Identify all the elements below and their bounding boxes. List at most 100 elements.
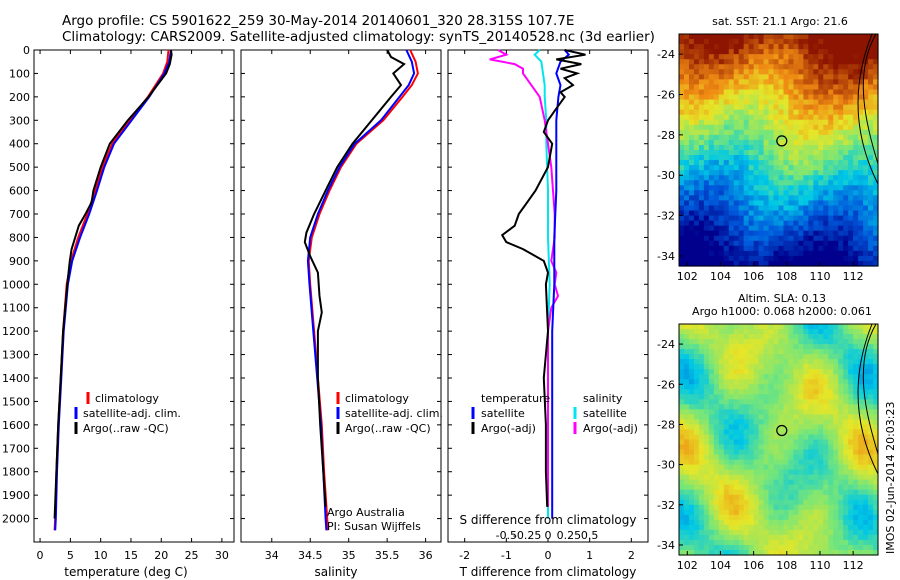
map-cell — [868, 180, 874, 186]
map-cell — [783, 225, 790, 232]
contour-line — [857, 33, 879, 185]
map-cell — [823, 444, 829, 451]
x-tick-label-salinity-diff: -0.5 — [496, 529, 517, 542]
map-cell — [833, 474, 839, 481]
map-cell — [688, 170, 695, 176]
map-cell — [768, 484, 775, 491]
map-cell — [828, 69, 834, 75]
map-cell — [698, 94, 705, 101]
map-cell — [833, 220, 839, 227]
map-cell — [728, 89, 735, 96]
map-cell — [803, 109, 809, 116]
map-cell — [778, 114, 785, 121]
map-cell — [783, 69, 790, 75]
map-cell — [703, 414, 710, 421]
map-cell — [818, 119, 824, 126]
map-cell — [808, 404, 814, 410]
map-cell — [808, 389, 814, 395]
map-cell — [753, 499, 760, 506]
map-cell — [833, 494, 839, 501]
map-cell — [788, 139, 795, 146]
map-cell — [768, 329, 775, 335]
x-tick-label: -2 — [459, 549, 470, 562]
map-cell — [823, 399, 829, 405]
map-cell — [793, 529, 799, 536]
map-cell — [778, 324, 785, 330]
map-cell — [693, 544, 700, 551]
map-cell — [763, 549, 770, 556]
map-cell — [838, 409, 844, 415]
map-cell — [768, 384, 775, 390]
map-cell — [873, 225, 879, 232]
map-cell — [833, 150, 839, 156]
map-cell — [858, 369, 864, 375]
map-cell — [863, 64, 869, 70]
map-cell — [679, 389, 685, 395]
map-cell — [783, 334, 790, 340]
map-cell — [793, 384, 799, 390]
map-cell — [818, 69, 824, 75]
map-cell — [838, 414, 844, 421]
map-cell — [723, 539, 730, 546]
map-cell — [679, 529, 685, 536]
map-cell — [693, 334, 700, 340]
map-cell — [858, 519, 864, 526]
map-cell — [748, 524, 755, 531]
map-cell — [703, 220, 710, 227]
map-cell — [838, 255, 844, 262]
map-cell — [688, 134, 695, 141]
map-cell — [843, 404, 849, 410]
map-cell — [793, 84, 799, 91]
map-cell — [818, 44, 824, 50]
map-cell — [778, 205, 785, 212]
map-cell — [873, 489, 879, 496]
map-cell — [738, 134, 745, 141]
map-cell — [738, 84, 745, 91]
map-cell — [858, 215, 864, 222]
map-cell — [833, 139, 839, 146]
map-cell — [703, 54, 710, 60]
map-cell — [858, 255, 864, 262]
map-cell — [753, 74, 760, 80]
map-cell — [738, 155, 745, 161]
map-cell — [679, 394, 685, 400]
map-cell — [758, 449, 765, 456]
map-cell — [703, 369, 710, 375]
map-cell — [818, 240, 824, 247]
map-cell — [868, 539, 874, 546]
map-cell — [813, 39, 819, 45]
map-cell — [718, 469, 725, 476]
map-cell — [743, 404, 750, 410]
map-cell — [713, 514, 720, 521]
map-cell — [768, 235, 775, 242]
map-cell — [768, 394, 775, 400]
map-cell — [818, 444, 824, 451]
map-cell — [733, 34, 740, 40]
map-cell — [808, 454, 814, 461]
map-cell — [718, 329, 725, 335]
map-cell — [693, 324, 700, 330]
map-cell — [753, 170, 760, 176]
map-cell — [758, 329, 765, 335]
map-cell — [713, 69, 720, 75]
map-cell — [773, 74, 780, 80]
map-cell — [803, 205, 809, 212]
map-cell — [748, 84, 755, 91]
map-cell — [693, 160, 700, 166]
map-cell — [718, 215, 725, 222]
map-cell — [853, 79, 859, 86]
map-cell — [783, 449, 790, 456]
map-cell — [828, 139, 834, 146]
map-cell — [723, 94, 730, 101]
map-cell — [793, 469, 799, 476]
map-cell — [708, 454, 715, 461]
map-cell — [873, 364, 879, 370]
map-cell — [873, 329, 879, 335]
map-cell — [733, 514, 740, 521]
map-cell — [858, 344, 864, 350]
map-cell — [703, 409, 710, 415]
map-cell — [698, 155, 705, 161]
lon-tick-label: 110 — [809, 559, 830, 572]
map-cell — [778, 84, 785, 91]
map-cell — [838, 180, 844, 186]
